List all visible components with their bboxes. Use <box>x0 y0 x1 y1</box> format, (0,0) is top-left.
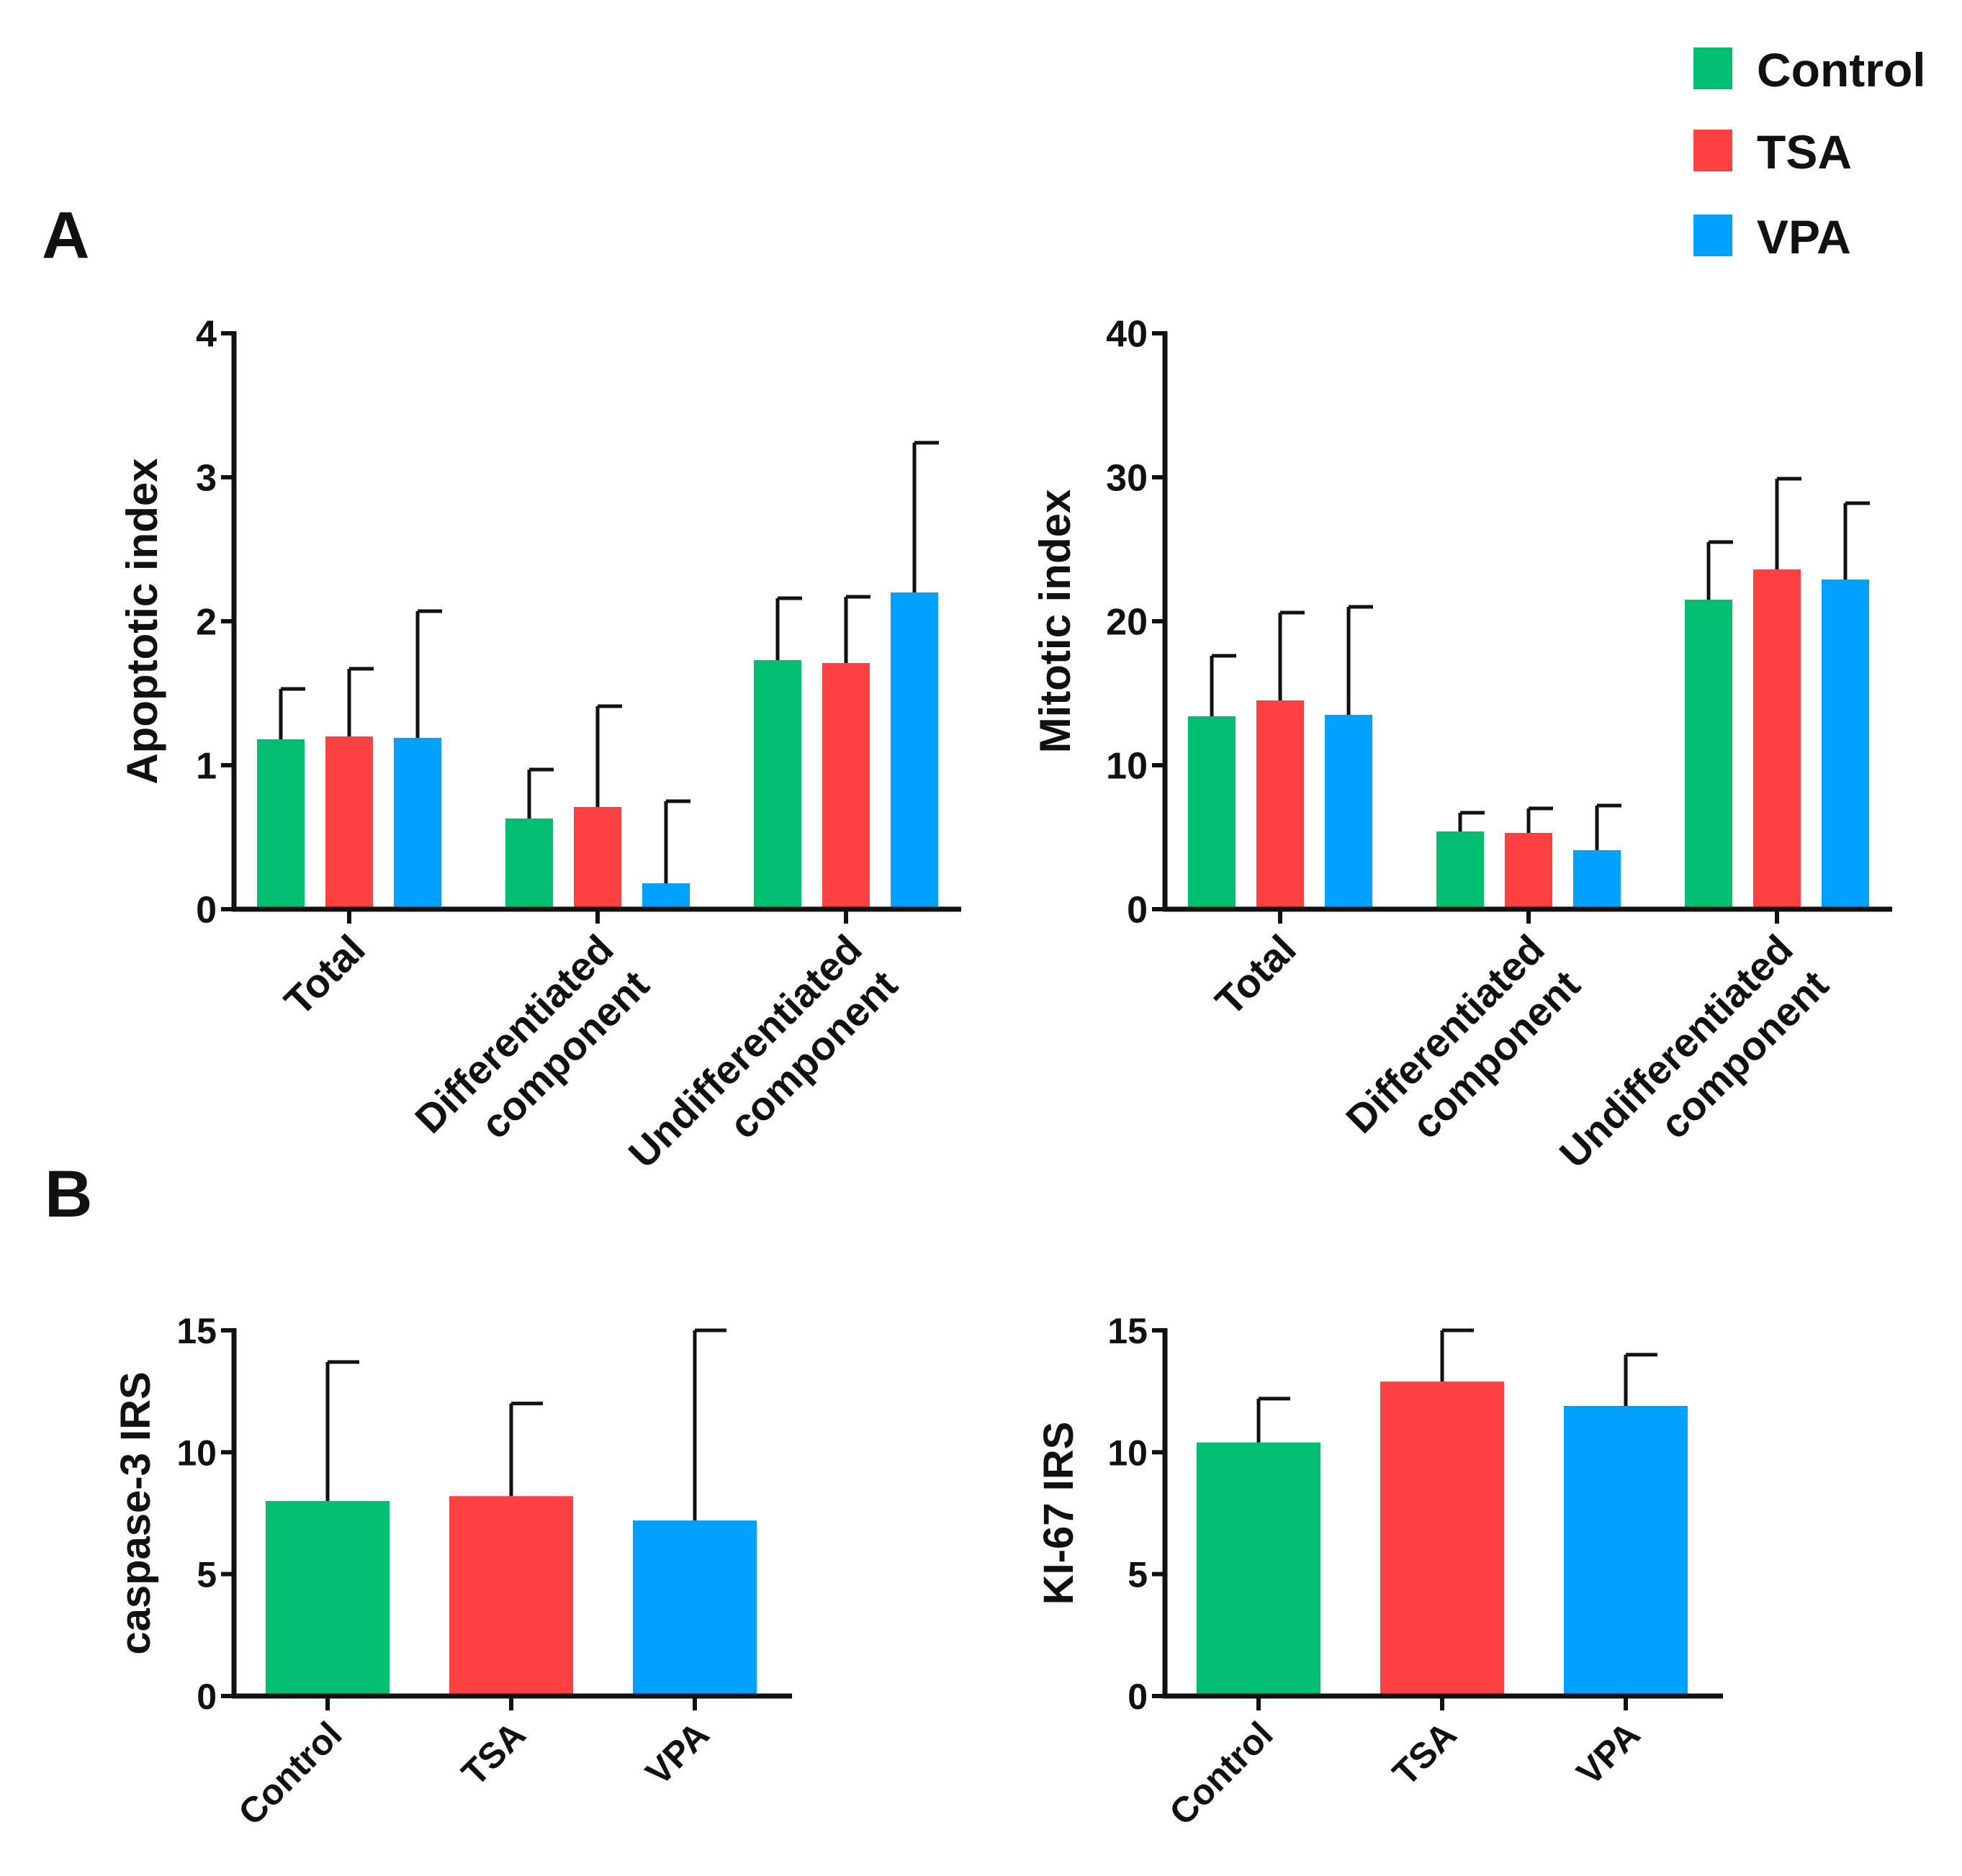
x-tick-label-caspase-control: Control <box>230 1714 349 1833</box>
x-tick-label-line: TSA <box>1385 1714 1464 1793</box>
bar-mitotic-total-vpa <box>1325 715 1372 909</box>
chart-caspase-3-irs: 0 5 10 15 Control TSA VPA caspase-3 IRS <box>112 1311 792 1833</box>
chart-ki-67-irs: 0 5 10 15 Control TSA VPA KI-67 IRS <box>1035 1311 1723 1833</box>
x-tick-label-apoptotic-differentiated-component: Differentiatedcomponent <box>406 926 657 1177</box>
y-tick-label-caspase-15: 15 <box>176 1311 217 1351</box>
bar-mitotic-differentiated-component-tsa <box>1505 833 1552 909</box>
y-tick-label-apoptotic-1: 1 <box>196 746 217 788</box>
y-tick-label-caspase-5: 5 <box>197 1555 217 1595</box>
bar-apoptotic-total-tsa <box>325 736 373 909</box>
legend-swatch-tsa <box>1693 130 1732 171</box>
bar-apoptotic-differentiated-component-control <box>505 819 553 909</box>
y-axis-title-apoptotic: Apoptotic index <box>118 458 166 784</box>
x-tick-label-line: VPA <box>638 1714 717 1793</box>
y-axis-title-mitotic: Mitotic index <box>1031 490 1079 754</box>
y-axis-title-caspase: caspase-3 IRS <box>112 1371 159 1654</box>
bar-apoptotic-undifferentiated-component-tsa <box>822 663 870 909</box>
x-tick-label-line: Control <box>230 1714 349 1833</box>
bar-apoptotic-total-vpa <box>394 738 441 909</box>
y-tick-label-apoptotic-4: 4 <box>196 314 217 356</box>
bar-apoptotic-undifferentiated-component-control <box>754 660 801 909</box>
y-tick-label-apoptotic-3: 3 <box>196 458 217 500</box>
bar-mitotic-undifferentiated-component-control <box>1685 600 1732 909</box>
y-tick-label-mitotic-40: 40 <box>1106 314 1148 356</box>
y-tick-label-ki67-15: 15 <box>1107 1311 1148 1351</box>
y-tick-label-mitotic-30: 30 <box>1106 458 1148 500</box>
x-tick-label-ki67-tsa: TSA <box>1385 1714 1464 1793</box>
x-tick-label-line: VPA <box>1569 1714 1648 1793</box>
x-tick-label-apoptotic-undifferentiated-component: Undifferentiatedcomponent <box>620 926 906 1212</box>
bar-mitotic-total-control <box>1188 716 1236 909</box>
y-tick-label-apoptotic-0: 0 <box>196 890 217 932</box>
legend-label-control: Control <box>1757 43 1926 96</box>
x-tick-label-mitotic-differentiated-component: Differentiatedcomponent <box>1337 926 1588 1177</box>
x-tick-label-caspase-tsa: TSA <box>454 1714 533 1793</box>
x-tick-label-mitotic-total: Total <box>1207 926 1305 1024</box>
bar-apoptotic-undifferentiated-component-vpa <box>891 592 938 909</box>
bar-apoptotic-total-control <box>257 739 305 909</box>
y-tick-label-ki67-0: 0 <box>1128 1677 1148 1717</box>
x-tick-label-line: TSA <box>454 1714 533 1793</box>
bar-mitotic-total-tsa <box>1256 700 1304 909</box>
bar-ki67-vpa-vpa <box>1564 1405 1688 1696</box>
x-tick-label-apoptotic-total: Total <box>276 926 374 1024</box>
legend: Control TSA VPA <box>1693 43 1926 263</box>
bar-mitotic-undifferentiated-component-vpa <box>1822 580 1869 909</box>
y-axis-title-ki67: KI-67 IRS <box>1035 1422 1082 1605</box>
bar-ki67-control-control <box>1197 1442 1320 1696</box>
bar-mitotic-undifferentiated-component-tsa <box>1753 569 1801 909</box>
panel-label-a: A <box>42 199 89 272</box>
bar-apoptotic-differentiated-component-vpa <box>642 883 690 909</box>
x-tick-label-line: Control <box>1161 1714 1280 1833</box>
y-tick-label-mitotic-20: 20 <box>1106 602 1148 644</box>
x-tick-label-ki67-vpa: VPA <box>1569 1714 1648 1793</box>
panel-label-b: B <box>45 1158 92 1231</box>
legend-label-tsa: TSA <box>1757 125 1852 179</box>
y-tick-label-mitotic-10: 10 <box>1106 746 1148 788</box>
bar-caspase-control-control <box>266 1501 390 1696</box>
bar-apoptotic-differentiated-component-tsa <box>574 807 621 909</box>
y-tick-label-ki67-10: 10 <box>1107 1433 1148 1473</box>
legend-item-tsa: TSA <box>1693 125 1852 179</box>
x-tick-label-caspase-vpa: VPA <box>638 1714 717 1793</box>
legend-item-control: Control <box>1693 43 1926 96</box>
bar-caspase-tsa-tsa <box>449 1496 573 1696</box>
x-tick-label-line: Total <box>276 926 374 1024</box>
x-tick-label-line: Total <box>1207 926 1305 1024</box>
y-tick-label-caspase-0: 0 <box>197 1677 217 1717</box>
y-tick-label-apoptotic-2: 2 <box>196 602 217 644</box>
bar-caspase-vpa-vpa <box>633 1520 757 1696</box>
chart-mitotic-index: 0 10 20 30 40 Total DifferentiatedcomponentUnd… <box>1031 314 1892 1212</box>
legend-swatch-control <box>1693 48 1732 89</box>
legend-label-vpa: VPA <box>1757 210 1851 263</box>
legend-item-vpa: VPA <box>1693 210 1851 263</box>
x-tick-label-mitotic-undifferentiated-component: Undifferentiatedcomponent <box>1551 926 1837 1212</box>
legend-swatch-vpa <box>1693 215 1732 256</box>
y-tick-label-ki67-5: 5 <box>1128 1555 1148 1595</box>
bar-mitotic-differentiated-component-control <box>1436 831 1484 909</box>
bar-mitotic-differentiated-component-vpa <box>1573 850 1621 909</box>
chart-apoptotic-index: 0 1 2 3 4 Total DifferentiatedcomponentUndiffe… <box>118 314 961 1212</box>
bar-ki67-tsa-tsa <box>1380 1381 1504 1696</box>
y-tick-label-caspase-10: 10 <box>176 1433 217 1473</box>
y-tick-label-mitotic-0: 0 <box>1127 890 1148 932</box>
x-tick-label-ki67-control: Control <box>1161 1714 1280 1833</box>
